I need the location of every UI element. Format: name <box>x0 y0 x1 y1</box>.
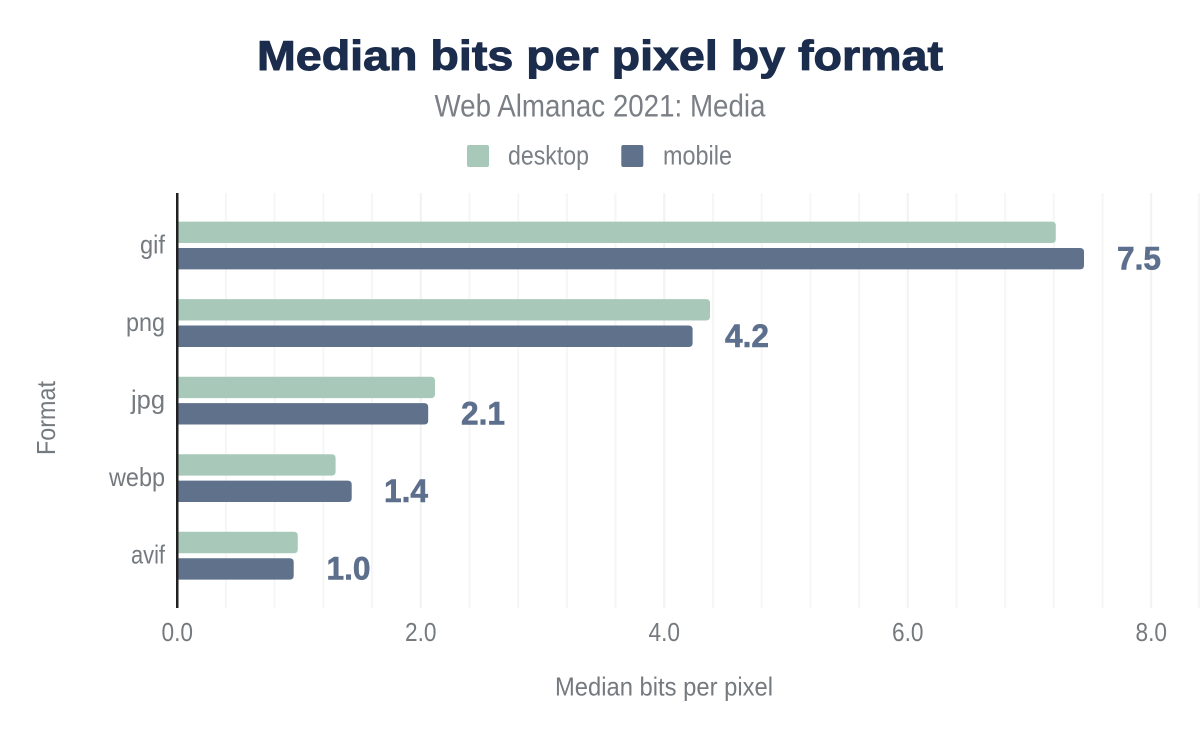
svg-text:2.1: 2.1 <box>461 395 505 431</box>
svg-text:2.0: 2.0 <box>405 617 437 647</box>
svg-text:1.0: 1.0 <box>327 551 371 587</box>
svg-text:webp: webp <box>108 462 165 492</box>
svg-text:gif: gif <box>140 230 166 260</box>
svg-text:Web Almanac 2021: Media: Web Almanac 2021: Media <box>435 88 766 124</box>
svg-text:1.4: 1.4 <box>384 473 428 509</box>
svg-text:desktop: desktop <box>508 141 589 171</box>
svg-text:Format: Format <box>31 380 61 455</box>
svg-text:6.0: 6.0 <box>892 617 924 647</box>
svg-text:avif: avif <box>131 540 166 570</box>
svg-text:4.0: 4.0 <box>649 617 681 647</box>
svg-text:Median bits per pixel: Median bits per pixel <box>555 671 773 701</box>
svg-text:7.5: 7.5 <box>1117 240 1161 276</box>
svg-text:8.0: 8.0 <box>1136 617 1168 647</box>
svg-text:mobile: mobile <box>663 141 732 171</box>
svg-text:png: png <box>126 307 165 337</box>
svg-text:0.0: 0.0 <box>162 617 194 647</box>
svg-text:Median bits per pixel by forma: Median bits per pixel by format <box>257 32 943 79</box>
svg-text:4.2: 4.2 <box>725 318 769 354</box>
svg-text:jpg: jpg <box>130 385 165 415</box>
